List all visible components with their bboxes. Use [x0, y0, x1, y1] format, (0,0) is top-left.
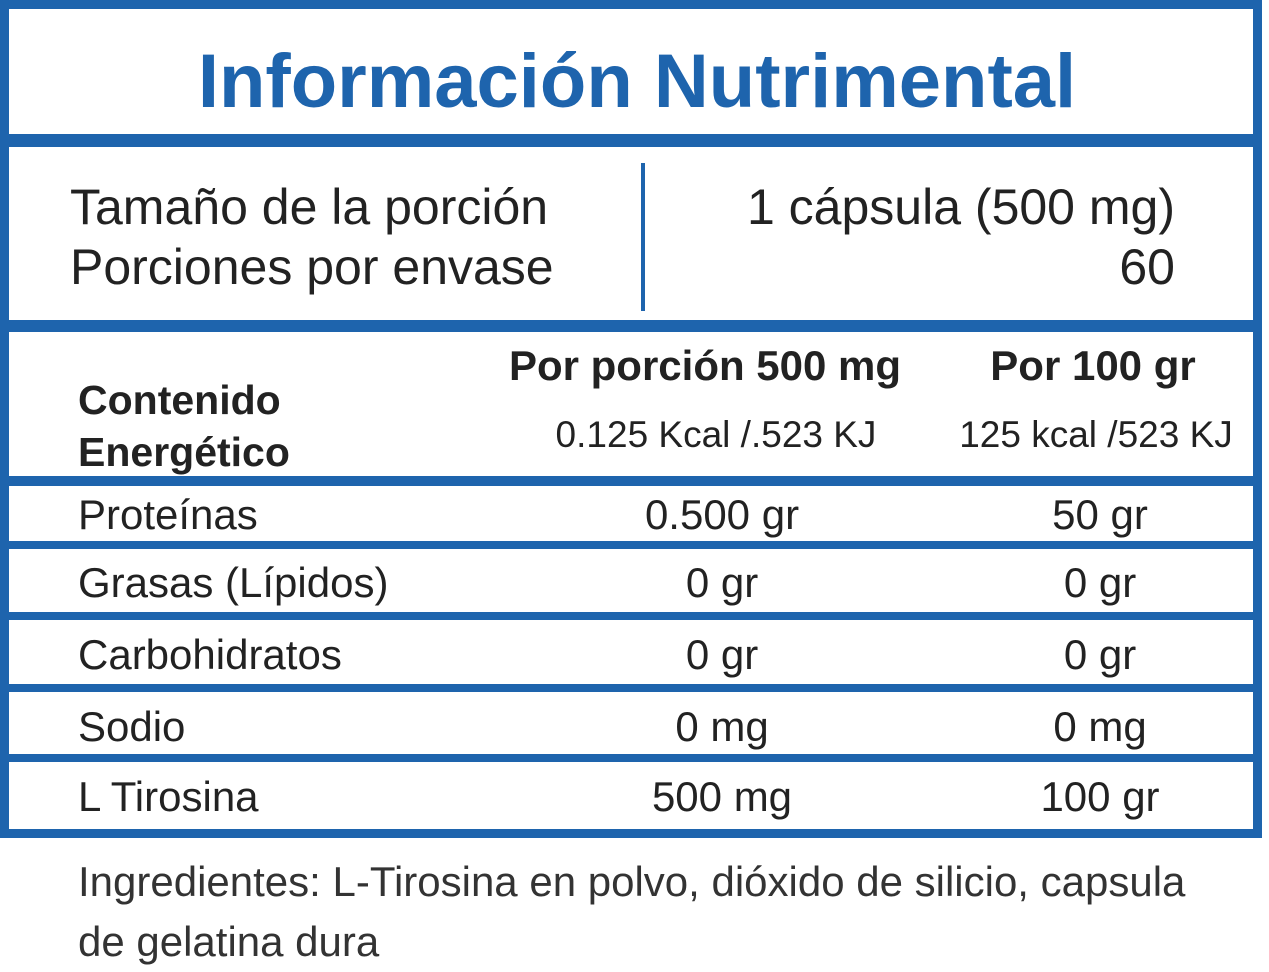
- servings-value: 60: [1119, 239, 1175, 295]
- energy-value: 125 kcal /523 KJ: [959, 414, 1233, 455]
- nutrient-name: Proteínas: [78, 491, 258, 538]
- column-header: Por porción 500 mg: [508, 342, 902, 389]
- label-frame: [0, 0, 1262, 838]
- row-divider: [0, 541, 1262, 549]
- divider: [0, 320, 1262, 332]
- row-divider: [0, 612, 1262, 620]
- per-serving-value: 0 gr: [685, 631, 759, 678]
- per-serving-value: 0.500 gr: [644, 491, 800, 538]
- divider: [0, 134, 1262, 147]
- serving-size-label: Tamaño de la porción: [70, 179, 549, 235]
- column-header: Por 100 gr: [990, 342, 1196, 389]
- per-100g-value: 50 gr: [1052, 491, 1148, 538]
- row-divider: [0, 684, 1262, 692]
- nutrient-name: Carbohidratos: [78, 631, 342, 678]
- per-serving-value: 500 mg: [651, 773, 793, 820]
- nutrient-name: L Tirosina: [78, 773, 259, 820]
- servings-label: Porciones por envase: [70, 239, 554, 295]
- energy-value: 0.125 Kcal /.523 KJ: [555, 414, 877, 455]
- per-100g-value: 0 mg: [1053, 703, 1147, 750]
- per-serving-value: 0 gr: [685, 559, 759, 606]
- nutrient-name: Grasas (Lípidos): [78, 559, 389, 606]
- per-100g-value: 0 gr: [1063, 631, 1137, 678]
- title: Información Nutrimental: [197, 39, 1077, 124]
- per-100g-value: 100 gr: [1040, 773, 1160, 820]
- nutrient-name: Sodio: [78, 703, 186, 750]
- divider: [0, 476, 1262, 486]
- ingredients: Ingredientes: L-Tirosina en polvo, dióxi…: [78, 858, 1186, 965]
- per-serving-value: 0 mg: [675, 703, 769, 750]
- energy-header: Contenido Energético: [78, 377, 290, 475]
- serving-divider: [641, 163, 645, 311]
- per-100g-value: 0 gr: [1063, 559, 1137, 606]
- serving-size-value: 1 cápsula (500 mg): [746, 179, 1175, 235]
- row-divider: [0, 754, 1262, 762]
